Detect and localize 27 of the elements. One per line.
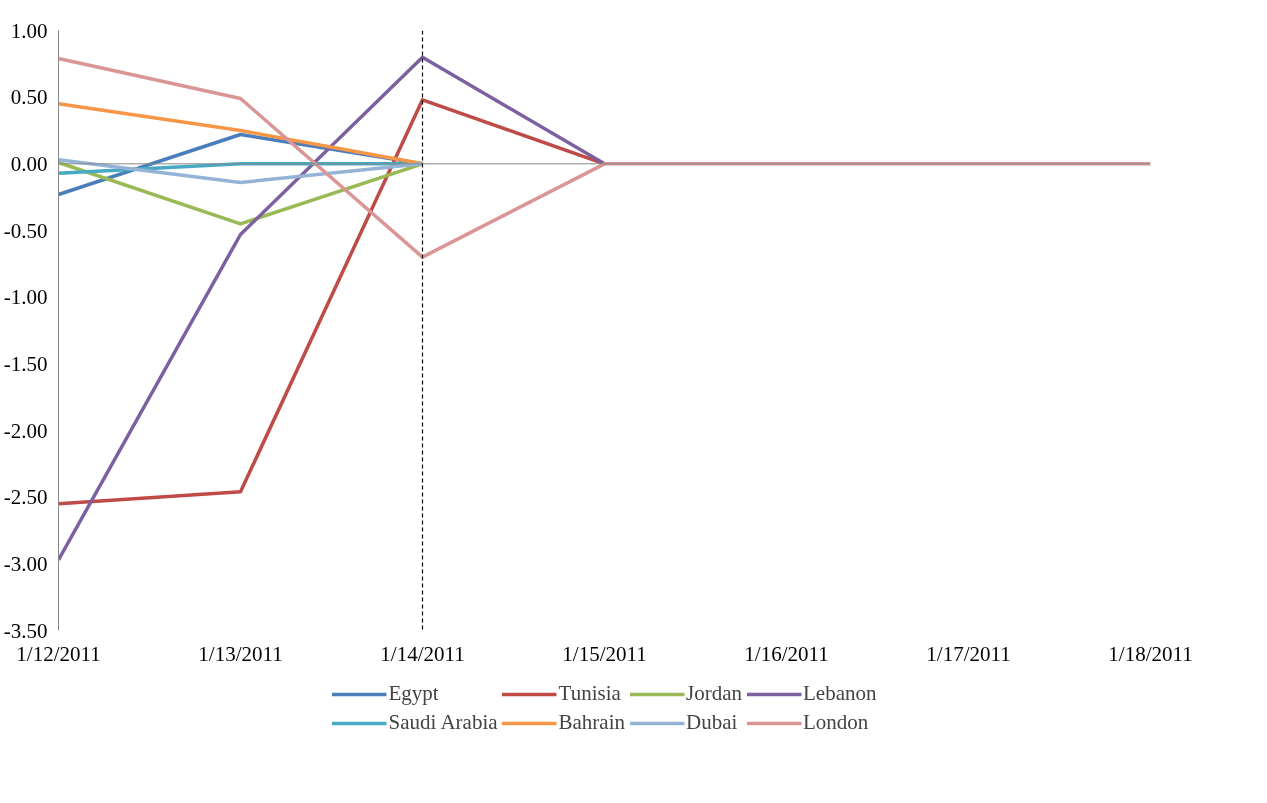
y-tick-label: -2.00 xyxy=(3,418,48,443)
legend-label: Egypt xyxy=(388,681,439,706)
x-tick-label: 1/14/2011 xyxy=(380,641,465,666)
y-tick-label: 0.00 xyxy=(10,151,48,176)
y-tick-label: -2.50 xyxy=(3,485,48,510)
y-tick-label: -1.00 xyxy=(3,285,48,310)
y-tick-label: -3.50 xyxy=(3,618,48,643)
legend-label: Lebanon xyxy=(803,681,877,706)
line-series xyxy=(58,56,1151,259)
legend-label: London xyxy=(803,710,869,735)
x-tick-label: 1/12/2011 xyxy=(16,641,101,666)
x-tick-label: 1/16/2011 xyxy=(744,641,829,666)
line-series xyxy=(58,55,607,562)
y-tick-label: 0.50 xyxy=(10,85,48,110)
legend-label: Jordan xyxy=(686,681,743,706)
x-tick-label: 1/13/2011 xyxy=(198,641,283,666)
x-tick-label: 1/15/2011 xyxy=(562,641,647,666)
y-tick-label: 1.00 xyxy=(10,18,48,43)
legend-label: Saudi Arabia xyxy=(388,710,498,735)
legend-label: Bahrain xyxy=(558,710,626,735)
x-tick-label: 1/17/2011 xyxy=(926,641,1011,666)
y-tick-label: -3.00 xyxy=(3,551,48,576)
y-tick-label: -0.50 xyxy=(3,218,48,243)
legend-label: Tunisia xyxy=(558,681,621,706)
y-tick-label: -1.50 xyxy=(3,351,48,376)
legend-label: Dubai xyxy=(686,710,738,735)
x-tick-label: 1/18/2011 xyxy=(1108,641,1193,666)
